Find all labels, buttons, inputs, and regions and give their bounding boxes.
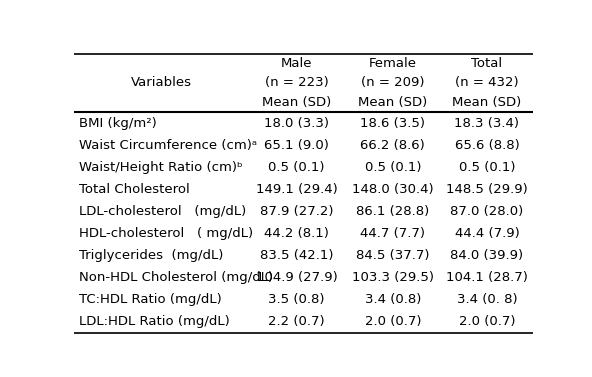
Text: 0.5 (0.1): 0.5 (0.1): [268, 161, 325, 174]
Text: Variables: Variables: [131, 77, 192, 89]
Text: 3.5 (0.8): 3.5 (0.8): [268, 293, 325, 306]
Text: Total: Total: [471, 57, 503, 70]
Text: Triglycerides  (mg/dL): Triglycerides (mg/dL): [79, 249, 223, 262]
Text: Female: Female: [369, 57, 417, 70]
Text: 44.4 (7.9): 44.4 (7.9): [455, 227, 519, 240]
Text: 104.9 (27.9): 104.9 (27.9): [256, 271, 337, 284]
Text: 2.0 (0.7): 2.0 (0.7): [459, 315, 515, 328]
Text: 84.5 (37.7): 84.5 (37.7): [356, 249, 430, 262]
Text: HDL-cholesterol   ( mg/dL): HDL-cholesterol ( mg/dL): [79, 227, 253, 240]
Text: (n = 209): (n = 209): [361, 77, 424, 89]
Text: Non-HDL Cholesterol (mg/dL): Non-HDL Cholesterol (mg/dL): [79, 271, 273, 284]
Text: 3.4 (0. 8): 3.4 (0. 8): [456, 293, 517, 306]
Text: 2.0 (0.7): 2.0 (0.7): [365, 315, 421, 328]
Text: 65.1 (9.0): 65.1 (9.0): [264, 139, 329, 152]
Text: 0.5 (0.1): 0.5 (0.1): [365, 161, 421, 174]
Text: TC:HDL Ratio (mg/dL): TC:HDL Ratio (mg/dL): [79, 293, 221, 306]
Text: 104.1 (28.7): 104.1 (28.7): [446, 271, 528, 284]
Text: 44.2 (8.1): 44.2 (8.1): [264, 227, 329, 240]
Text: Waist Circumference (cm)ᵃ: Waist Circumference (cm)ᵃ: [79, 139, 257, 152]
Text: 103.3 (29.5): 103.3 (29.5): [352, 271, 434, 284]
Text: (n = 223): (n = 223): [265, 77, 329, 89]
Text: 18.3 (3.4): 18.3 (3.4): [455, 116, 519, 130]
Text: 18.0 (3.3): 18.0 (3.3): [264, 116, 329, 130]
Text: 87.0 (28.0): 87.0 (28.0): [451, 205, 523, 218]
Text: Mean (SD): Mean (SD): [262, 96, 331, 109]
Text: Total Cholesterol: Total Cholesterol: [79, 183, 189, 196]
Text: 3.4 (0.8): 3.4 (0.8): [365, 293, 421, 306]
Text: Male: Male: [281, 57, 312, 70]
Text: 149.1 (29.4): 149.1 (29.4): [256, 183, 337, 196]
Text: 0.5 (0.1): 0.5 (0.1): [459, 161, 515, 174]
Text: 148.0 (30.4): 148.0 (30.4): [352, 183, 434, 196]
Text: Mean (SD): Mean (SD): [452, 96, 522, 109]
Text: 65.6 (8.8): 65.6 (8.8): [455, 139, 519, 152]
Text: 2.2 (0.7): 2.2 (0.7): [268, 315, 325, 328]
Text: Mean (SD): Mean (SD): [358, 96, 427, 109]
Text: 18.6 (3.5): 18.6 (3.5): [361, 116, 426, 130]
Text: 148.5 (29.9): 148.5 (29.9): [446, 183, 528, 196]
Text: BMI (kg/m²): BMI (kg/m²): [79, 116, 156, 130]
Text: LDL:HDL Ratio (mg/dL): LDL:HDL Ratio (mg/dL): [79, 315, 229, 328]
Text: 87.9 (27.2): 87.9 (27.2): [260, 205, 333, 218]
Text: 66.2 (8.6): 66.2 (8.6): [361, 139, 425, 152]
Text: Waist/Height Ratio (cm)ᵇ: Waist/Height Ratio (cm)ᵇ: [79, 161, 242, 174]
Text: LDL-cholesterol   (mg/dL): LDL-cholesterol (mg/dL): [79, 205, 246, 218]
Text: 86.1 (28.8): 86.1 (28.8): [356, 205, 429, 218]
Text: (n = 432): (n = 432): [455, 77, 519, 89]
Text: 83.5 (42.1): 83.5 (42.1): [260, 249, 333, 262]
Text: 44.7 (7.7): 44.7 (7.7): [361, 227, 426, 240]
Text: 84.0 (39.9): 84.0 (39.9): [451, 249, 523, 262]
